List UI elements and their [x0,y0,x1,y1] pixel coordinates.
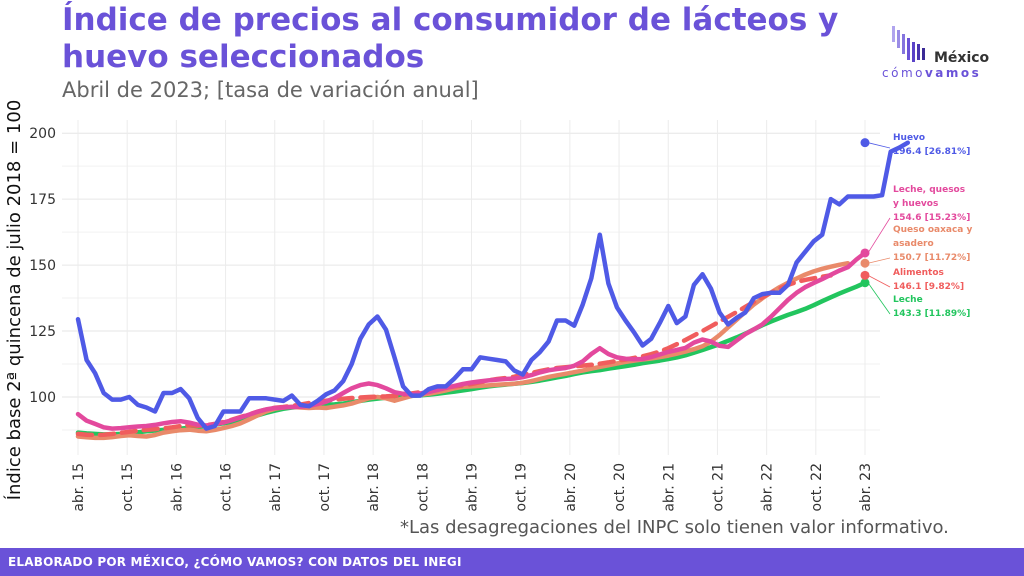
x-tick-label: oct. 18 [415,463,431,511]
chart-title: Índice de precios al consumidor de lácte… [62,2,839,75]
annotation-text: 154.6 [15.23%] [893,213,970,223]
logo-word-como-vamos: cómovamos [882,66,982,80]
annotation-leader [867,275,891,288]
chart-note: *Las desagregaciones del INPC solo tiene… [400,517,949,538]
x-tick-label: abr. 19 [465,463,481,512]
annotation-text: asadero [893,239,934,249]
y-tick-label: 175 [29,192,56,208]
end-point-huevo [860,138,870,148]
annotation-text: y huevos [893,199,938,209]
x-tick-label: abr. 20 [563,463,579,512]
series-line-leche_quesos_huevos [75,250,868,431]
annotation-text: 196.4 [26.81%] [893,147,970,157]
x-tick-label: oct. 17 [317,463,333,511]
x-tick-label: oct. 19 [514,463,530,511]
x-tick-label: abr. 23 [858,463,874,512]
end-point-queso [860,258,870,268]
annotation-text: 150.7 [11.72%] [893,253,970,263]
y-tick-label: 125 [29,324,56,340]
annotation-text: Huevo [893,133,925,143]
annotation-leader [867,257,891,264]
annotation-leader [867,282,891,315]
x-tick-label: abr. 22 [760,463,776,512]
footer-credit: ELABORADO POR MÉXICO, ¿CÓMO VAMOS? CON D… [8,555,462,569]
x-tick-label: oct. 15 [120,463,136,511]
mexico-como-vamos-logo: México cómovamos [882,24,1012,84]
annotation-text: 146.1 [9.82%] [893,282,964,292]
y-tick-label: 200 [29,126,56,142]
x-tick-label: abr. 15 [71,463,87,512]
x-tick-label: oct. 22 [809,463,825,511]
chart-subtitle: Abril de 2023; [tasa de variación anual] [62,78,479,102]
x-tick-label: abr. 21 [661,463,677,512]
annotation-text: Alimentos [893,268,944,278]
x-tick-label: abr. 16 [169,463,185,512]
x-tick-label: oct. 20 [612,463,628,511]
annotation-leader [867,217,891,254]
line-chart: 100 125 150 175 200 abr. 15 oct. 15 abr. 16 oct.… [3,100,973,512]
x-tick-label: oct. 16 [219,463,235,512]
annotation-leader [867,142,891,149]
end-point-alimentos [860,270,870,280]
footer-bar: ELABORADO POR MÉXICO, ¿CÓMO VAMOS? CON D… [0,548,1024,576]
x-tick-label: abr. 18 [366,463,382,512]
end-point-leche_quesos_huevos [860,248,870,258]
annotation-text: Leche, quesos [893,185,965,195]
series-line-huevo [75,140,911,431]
x-tick-label: oct. 21 [710,463,726,511]
annotation-text: Queso oaxaca y [893,225,973,235]
end-point-leche [860,278,870,288]
y-tick-label: 150 [29,258,56,274]
x-tick-label: abr. 17 [268,463,284,512]
bars-logo-icon [892,26,925,62]
y-axis-title: Índice base 2ª quincena de julio 2018 = … [3,100,25,501]
logo-word-mexico: México [934,50,990,66]
annotation-text: 143.3 [11.89%] [893,309,970,319]
y-tick-label: 100 [29,390,56,406]
annotation-text: Leche [893,295,923,305]
